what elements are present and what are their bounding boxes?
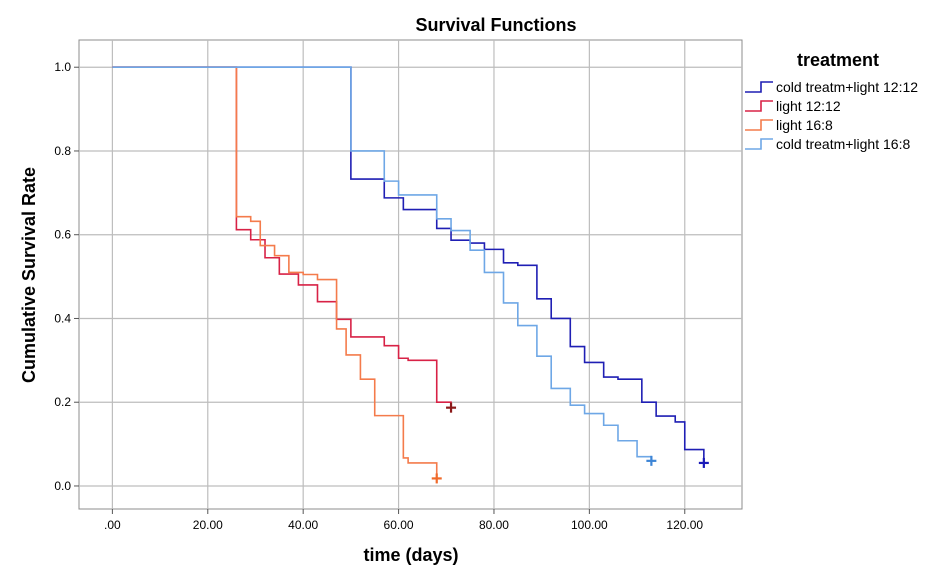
series-line-1	[112, 66, 705, 463]
plot-frame	[78, 39, 743, 510]
x-tick-label: 120.00	[666, 518, 703, 532]
legend-title: treatment	[797, 50, 879, 70]
legend-label: cold treatm+light 12:12	[776, 79, 918, 95]
censor-mark	[446, 402, 457, 413]
chart-title: Survival Functions	[415, 15, 576, 35]
plot-area: .00 20.00 40.00 60.00 80.00 100.00 120.00 0.0 0.…	[54, 39, 743, 532]
x-tick-label: 20.00	[193, 518, 223, 532]
x-tick-label: .00	[104, 518, 121, 532]
censor-mark	[646, 455, 657, 466]
y-tick-label: 1.0	[54, 60, 71, 74]
y-tick-label: 0.4	[54, 311, 71, 325]
x-tick-label: 100.00	[571, 518, 608, 532]
legend-label: cold treatm+light 16:8	[776, 136, 910, 152]
legend-label: light 12:12	[776, 98, 841, 114]
legend-item: light 12:12	[745, 98, 841, 114]
legend-item: cold treatm+light 12:12	[745, 79, 918, 95]
y-tick-label: 0.2	[54, 395, 71, 409]
x-axis-title: time (days)	[363, 545, 458, 565]
y-tick-label: 0.0	[54, 479, 71, 493]
legend-item: light 16:8	[745, 117, 833, 133]
y-tick-label: 0.6	[54, 228, 71, 242]
legend-swatch	[745, 81, 773, 93]
censor-mark	[698, 457, 709, 468]
censor-mark	[431, 473, 442, 484]
series-line-4	[112, 66, 653, 461]
x-tick-label: 80.00	[479, 518, 509, 532]
legend-swatch	[745, 138, 773, 150]
x-tick-label: 40.00	[288, 518, 318, 532]
y-axis-title: Cumulative Survival Rate	[19, 167, 39, 383]
series-line-3	[112, 66, 438, 478]
y-tick-label: 0.8	[54, 144, 71, 158]
x-tick-label: 60.00	[384, 518, 414, 532]
legend-label: light 16:8	[776, 117, 833, 133]
legend-item: cold treatm+light 16:8	[745, 136, 910, 152]
legend-swatch	[745, 119, 773, 131]
legend: cold treatm+light 12:12 light 12:12 light …	[745, 79, 918, 152]
legend-swatch	[745, 100, 773, 112]
